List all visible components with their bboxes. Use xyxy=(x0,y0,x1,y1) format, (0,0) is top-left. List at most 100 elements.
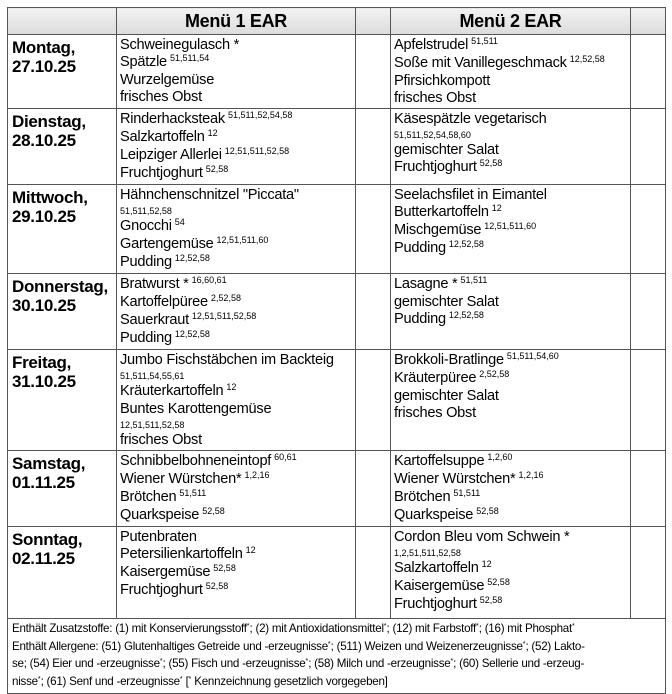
dish-name: Mischgemüse xyxy=(394,222,482,238)
blank-cell xyxy=(355,450,391,527)
menu-item: Fruchtjoghurt 52,58 xyxy=(394,595,630,614)
dish-name: Fruchtjoghurt xyxy=(394,159,477,175)
allergen-codes: 52,58 xyxy=(476,506,499,516)
allergen-codes: 51,511 xyxy=(179,488,207,498)
menu-item: frisches Obst xyxy=(120,432,355,449)
day-name: Donnerstag, xyxy=(12,277,108,296)
menu-item: Quarkspeise 52,58 xyxy=(120,506,355,525)
allergen-codes: 52,58 xyxy=(205,164,229,174)
allergen-codes: 1,2,16 xyxy=(244,470,270,480)
menu-item: Wiener Würstchen* 1,2,16 xyxy=(394,470,630,489)
dish-name: frisches Obst xyxy=(120,432,202,448)
menu2-cell: Brokkoli-Bratlinge 51,511,54,60 Kräuterpür… xyxy=(390,349,631,451)
dish-name: Schnibbelbohneneintopf xyxy=(120,453,272,469)
dish-name: Pfirsichkompott xyxy=(394,73,491,89)
day-row: Dienstag, 28.10.25 Rinderhacksteak 51,511,5… xyxy=(7,108,666,185)
dish-name: Pudding xyxy=(394,240,446,256)
dish-name: Kaisergemüse xyxy=(394,578,485,594)
allergen-codes: 12,52,58 xyxy=(448,239,484,249)
menu-item: Pudding 12,52,58 xyxy=(120,253,355,272)
blank-cell xyxy=(355,349,391,451)
allergen-codes: 12 xyxy=(491,203,502,213)
dish-name: Kräuterkartoffeln xyxy=(120,383,224,399)
menu-item: Butterkartoffeln 12 xyxy=(394,203,630,222)
menu1-cell: Schweinegulasch * Spätzle 51,511,54 Wurzelg… xyxy=(116,34,356,109)
allergen-codes: 51,511,52,54,58,60 xyxy=(394,130,471,140)
dish-name: Wurzelgemüse xyxy=(120,72,215,88)
day-cell: Montag, 27.10.25 xyxy=(7,34,117,109)
allergen-codes: 52,58 xyxy=(479,595,503,605)
allergen-codes: 12,51,511,52,58 xyxy=(191,311,257,321)
day-name: Freitag, xyxy=(12,353,72,372)
day-cell: Donnerstag, 30.10.25 xyxy=(7,273,117,350)
menu-item: Pudding 12,52,58 xyxy=(394,239,630,258)
menu2-cell: Lasagne * 51,511 gemischter Salat Pudding 12… xyxy=(390,273,631,350)
dish-name: gemischter Salat xyxy=(394,388,499,404)
dish-name: frisches Obst xyxy=(394,90,476,106)
dish-name: gemischter Salat xyxy=(394,142,499,158)
day-date: 01.11.25 xyxy=(12,473,75,492)
menu-item: Mischgemüse 12,51,511,60 xyxy=(394,221,630,240)
menu-item: Fruchtjoghurt 52,58 xyxy=(120,581,355,600)
allergen-codes: 51,511,54,55,61 xyxy=(120,371,185,381)
menu-item: Brötchen 51,511 xyxy=(120,488,355,507)
dish-name: Pudding xyxy=(120,254,172,270)
day-name: Mittwoch, xyxy=(12,188,88,207)
day-row: Freitag, 31.10.25 Jumbo Fischstäbchen im B… xyxy=(7,349,666,451)
dish-name: Fruchtjoghurt xyxy=(394,596,477,612)
dish-name: Fruchtjoghurt xyxy=(120,165,203,181)
legend-line: Enthält Zusatzstoffe: (1) mit Konservier… xyxy=(12,622,575,635)
allergen-codes: 12,51,511,60 xyxy=(484,221,537,231)
dish-name: Kartoffelpüree xyxy=(120,294,208,310)
day-row: Sonntag, 02.11.25 Putenbraten Petersilienka… xyxy=(7,526,666,619)
day-date: 31.10.25 xyxy=(12,372,76,391)
menu1-cell: Hähnchenschnitzel "Piccata" 51,511,52,58 G… xyxy=(116,184,356,274)
dish-name: Kaisergemüse xyxy=(120,564,211,580)
allergen-codes: 12,51,511,52,58 xyxy=(120,420,185,430)
dish-name: Butterkartoffeln xyxy=(394,204,489,220)
allergen-codes: 2,52,58 xyxy=(479,369,510,379)
blank-cell xyxy=(630,34,666,109)
menu-item: Bratwurst * 16,60,61 xyxy=(120,275,355,294)
allergen-codes: 12,52,58 xyxy=(448,310,484,320)
blank-cell xyxy=(630,526,666,619)
dish-name: Sauerkraut xyxy=(120,312,189,328)
menu-item: Fruchtjoghurt 52,58 xyxy=(394,158,630,177)
menu-table: Menü 1 EAR Menü 2 EAR Montag, 27.10.25 Sch… xyxy=(7,7,666,694)
allergen-codes: 1,2,60 xyxy=(487,452,513,462)
dish-name: Brötchen xyxy=(394,489,451,505)
blank-cell xyxy=(630,273,666,350)
day-cell: Freitag, 31.10.25 xyxy=(7,349,117,451)
day-date: 28.10.25 xyxy=(12,131,76,150)
menu-item: Pudding 12,52,58 xyxy=(394,310,630,329)
header-blank-2 xyxy=(630,7,666,35)
menu-item: Jumbo Fischstäbchen im Backteig 51,511,54… xyxy=(120,352,355,383)
allergen-codes: 12,51,511,52,58 xyxy=(224,146,290,156)
dish-name: Käsespätzle vegetarisch xyxy=(394,111,547,127)
menu-item: Putenbraten xyxy=(120,529,355,546)
menu-item: Brötchen 51,511 xyxy=(394,488,630,507)
menu-item: frisches Obst xyxy=(394,405,630,422)
day-cell: Sonntag, 02.11.25 xyxy=(7,526,117,619)
menu1-cell: Bratwurst * 16,60,61 Kartoffelpüree 2,52,58… xyxy=(116,273,356,350)
day-date: 02.11.25 xyxy=(12,549,75,568)
menu-item: Lasagne * 51,511 xyxy=(394,275,630,294)
dish-name: Lasagne * xyxy=(394,276,458,292)
day-row: Montag, 27.10.25 Schweinegulasch * Spätzle 5… xyxy=(7,34,666,109)
dish-name: Jumbo Fischstäbchen im Backteig xyxy=(120,352,334,368)
dish-name: Brokkoli-Bratlinge xyxy=(394,352,504,368)
blank-cell xyxy=(355,34,391,109)
allergen-codes: 12 xyxy=(226,382,237,392)
allergen-codes: 52,58 xyxy=(487,577,510,587)
allergen-codes: 51,511 xyxy=(471,36,498,46)
legend-line: nisse*; (61) Senf und -erzeugnisse* [* K… xyxy=(12,674,388,688)
menu-item: Wurzelgemüse xyxy=(120,72,355,89)
menu-item: Wiener Würstchen* 1,2,16 xyxy=(120,470,355,489)
allergen-codes: 12 xyxy=(207,128,218,138)
menu-item: frisches Obst xyxy=(120,89,355,106)
legend: Enthält Zusatzstoffe: (1) mit Konservier… xyxy=(7,618,666,694)
allergen-codes: 51,511,52,58 xyxy=(120,206,172,216)
menu-item: Seelachsfilet in Eimantel xyxy=(394,187,630,204)
allergen-codes: 51,511 xyxy=(460,275,488,285)
blank-cell xyxy=(355,184,391,274)
